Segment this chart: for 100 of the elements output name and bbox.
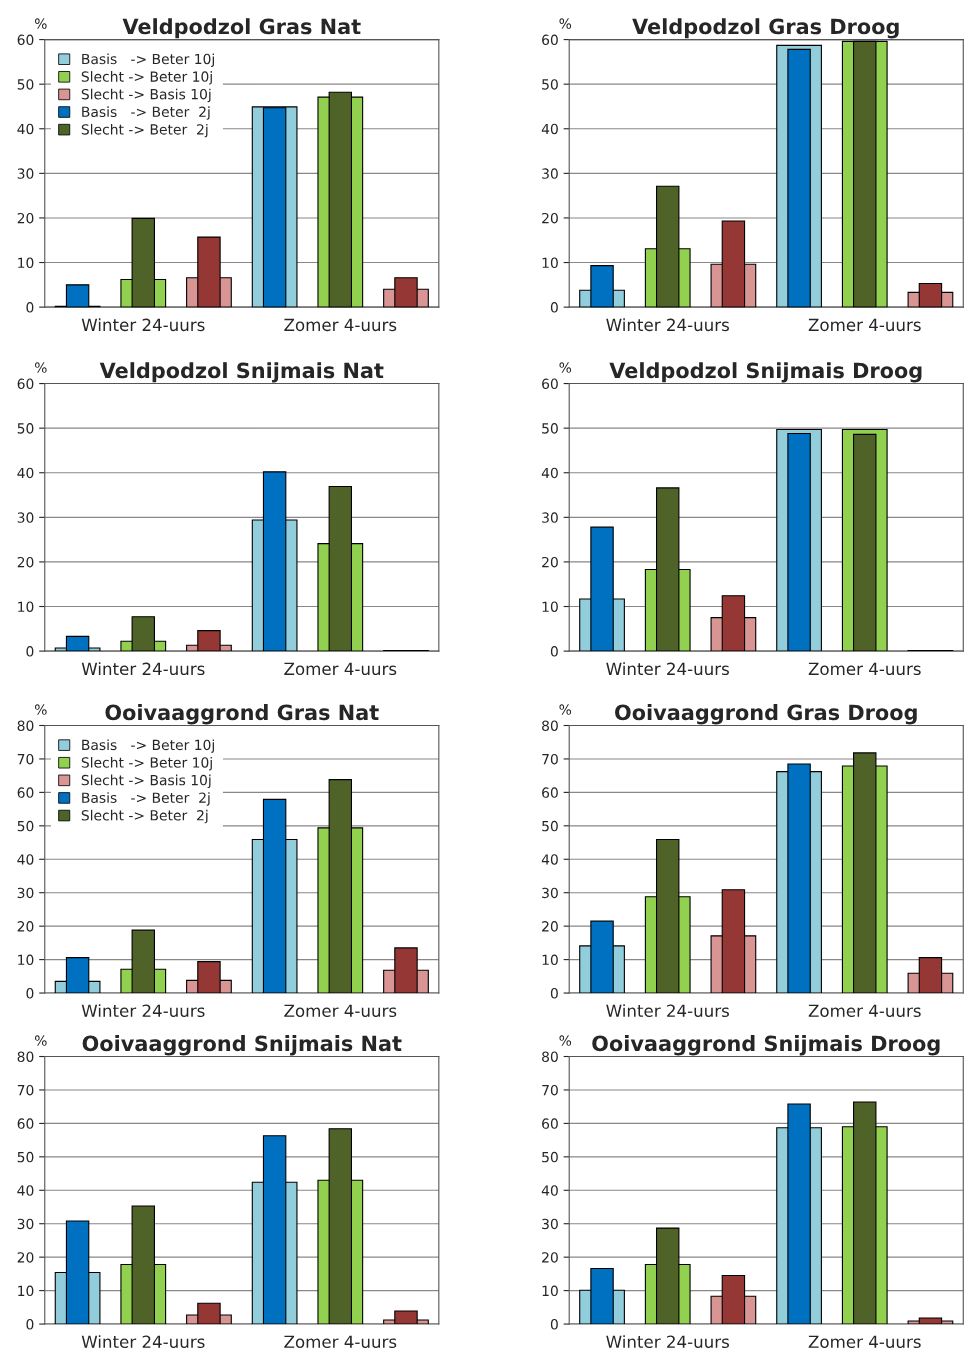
- y-tick-label: 50: [542, 79, 558, 90]
- y-tick-label: 60: [542, 34, 558, 46]
- chart-title: Veldpodzol Gras Droog: [632, 18, 899, 39]
- y-axis-title: %: [559, 1035, 572, 1046]
- y-tick-label: 50: [17, 423, 34, 434]
- y-tick-label: 80: [17, 720, 34, 731]
- chart-title: Ooivaaggrond Gras Droog: [615, 704, 917, 725]
- y-tick-label: 20: [542, 921, 558, 932]
- y-axis-title: %: [34, 1035, 47, 1046]
- y-tick-label: 30: [542, 887, 558, 899]
- chart-title: Ooivaaggrond Gras Nat: [105, 704, 379, 725]
- y-tick-label: 10: [18, 601, 34, 612]
- y-axis-title: %: [559, 362, 572, 373]
- legend-label: Slecht -> Beter 2j: [81, 123, 208, 138]
- y-tick-label: 60: [17, 34, 34, 46]
- x-tick-label: Zomer 4-uurs: [284, 1004, 397, 1018]
- x-tick-label: Winter 24-uurs: [606, 1004, 729, 1018]
- y-tick-label: 20: [17, 556, 34, 568]
- legend-label: Basis -> Beter 10j: [82, 53, 214, 67]
- y-tick-label: 30: [17, 168, 34, 179]
- y-tick-label: 70: [542, 1084, 558, 1096]
- chart-title: Veldpodzol Snijmais Nat: [99, 362, 384, 383]
- y-tick-label: 30: [542, 512, 558, 523]
- y-tick-label: 80: [542, 1051, 558, 1062]
- y-tick-label: 20: [17, 1252, 34, 1263]
- y-tick-label: 0: [550, 646, 558, 657]
- y-tick-label: 50: [17, 820, 34, 832]
- y-tick-label: 10: [542, 1285, 558, 1297]
- legend-label: Basis -> Beter 10j: [82, 739, 214, 753]
- y-tick-label: 30: [17, 512, 34, 523]
- x-tick-label: Winter 24-uurs: [81, 1335, 205, 1349]
- y-tick-label: 40: [541, 123, 558, 135]
- y-tick-label: 20: [17, 921, 34, 932]
- y-tick-label: 40: [17, 1185, 34, 1196]
- legend-label: Slecht -> Basis 10j: [81, 88, 211, 103]
- y-axis-title: %: [34, 18, 47, 29]
- y-tick-label: 0: [26, 988, 34, 999]
- x-tick-label: Winter 24-uurs: [81, 318, 205, 332]
- y-tick-label: 50: [17, 1151, 34, 1163]
- y-tick-label: 0: [26, 1319, 34, 1330]
- y-tick-label: 0: [550, 1319, 558, 1330]
- y-tick-label: 0: [550, 988, 558, 999]
- y-tick-label: 20: [542, 212, 558, 224]
- legend-label: Slecht -> Basis 10j: [81, 774, 211, 789]
- legend-label: Slecht -> Beter 10j: [81, 756, 212, 771]
- x-tick-label: Winter 24-uurs: [606, 662, 729, 676]
- y-tick-label: 50: [542, 820, 558, 832]
- y-tick-label: 50: [17, 79, 34, 90]
- y-tick-label: 20: [542, 1252, 558, 1263]
- y-tick-label: 60: [17, 1118, 34, 1129]
- y-axis-title: %: [559, 18, 572, 29]
- x-tick-label: Winter 24-uurs: [606, 318, 729, 332]
- y-tick-label: 40: [17, 467, 34, 479]
- y-tick-label: 80: [542, 720, 558, 731]
- y-tick-label: 30: [542, 168, 558, 179]
- chart-title: Veldpodzol Gras Nat: [122, 18, 361, 39]
- x-tick-label: Winter 24-uurs: [81, 662, 205, 676]
- y-tick-label: 40: [541, 1185, 558, 1196]
- y-tick-label: 10: [18, 257, 34, 269]
- y-tick-label: 40: [17, 854, 34, 865]
- x-tick-label: Zomer 4-uurs: [808, 1335, 921, 1349]
- y-tick-label: 0: [26, 646, 34, 657]
- x-tick-label: Zomer 4-uurs: [808, 662, 921, 676]
- y-tick-label: 60: [17, 787, 34, 798]
- y-tick-label: 30: [17, 887, 34, 899]
- legend-label: Basis -> Beter 2j: [82, 792, 210, 806]
- y-tick-label: 20: [17, 212, 34, 224]
- y-tick-label: 60: [542, 787, 558, 798]
- y-tick-label: 80: [17, 1051, 34, 1062]
- x-tick-label: Zomer 4-uurs: [808, 1004, 921, 1018]
- y-tick-label: 70: [17, 1084, 34, 1096]
- y-tick-label: 50: [542, 1151, 558, 1163]
- chart-title: Veldpodzol Snijmais Droog: [609, 362, 922, 383]
- y-tick-label: 40: [17, 123, 34, 135]
- y-tick-label: 40: [541, 467, 558, 479]
- x-tick-label: Zomer 4-uurs: [808, 318, 921, 332]
- x-tick-label: Winter 24-uurs: [606, 1335, 729, 1349]
- legend-label: Slecht -> Beter 2j: [81, 809, 208, 824]
- y-tick-label: 0: [550, 302, 558, 313]
- y-tick-label: 70: [17, 753, 34, 765]
- x-tick-label: Zomer 4-uurs: [284, 318, 397, 332]
- y-tick-label: 10: [542, 257, 558, 269]
- y-tick-label: 20: [542, 556, 558, 568]
- chart-title: Ooivaaggrond Snijmais Droog: [592, 1035, 940, 1056]
- legend-label: Basis -> Beter 2j: [82, 106, 210, 120]
- y-tick-label: 30: [542, 1218, 558, 1230]
- y-tick-label: 10: [542, 954, 558, 966]
- x-tick-label: Zomer 4-uurs: [284, 662, 397, 676]
- y-tick-label: 70: [542, 753, 558, 765]
- chart-title: Ooivaaggrond Snijmais Nat: [82, 1035, 402, 1056]
- legend-label: Slecht -> Beter 10j: [81, 71, 212, 85]
- x-tick-label: Winter 24-uurs: [81, 1004, 205, 1018]
- y-axis-title: %: [559, 704, 572, 715]
- y-tick-label: 40: [541, 854, 558, 865]
- y-tick-label: 60: [542, 378, 558, 390]
- y-axis-title: %: [34, 704, 47, 715]
- y-axis-title: %: [34, 362, 47, 373]
- y-tick-label: 10: [18, 954, 34, 966]
- y-tick-label: 10: [18, 1285, 34, 1297]
- y-tick-label: 10: [542, 601, 558, 612]
